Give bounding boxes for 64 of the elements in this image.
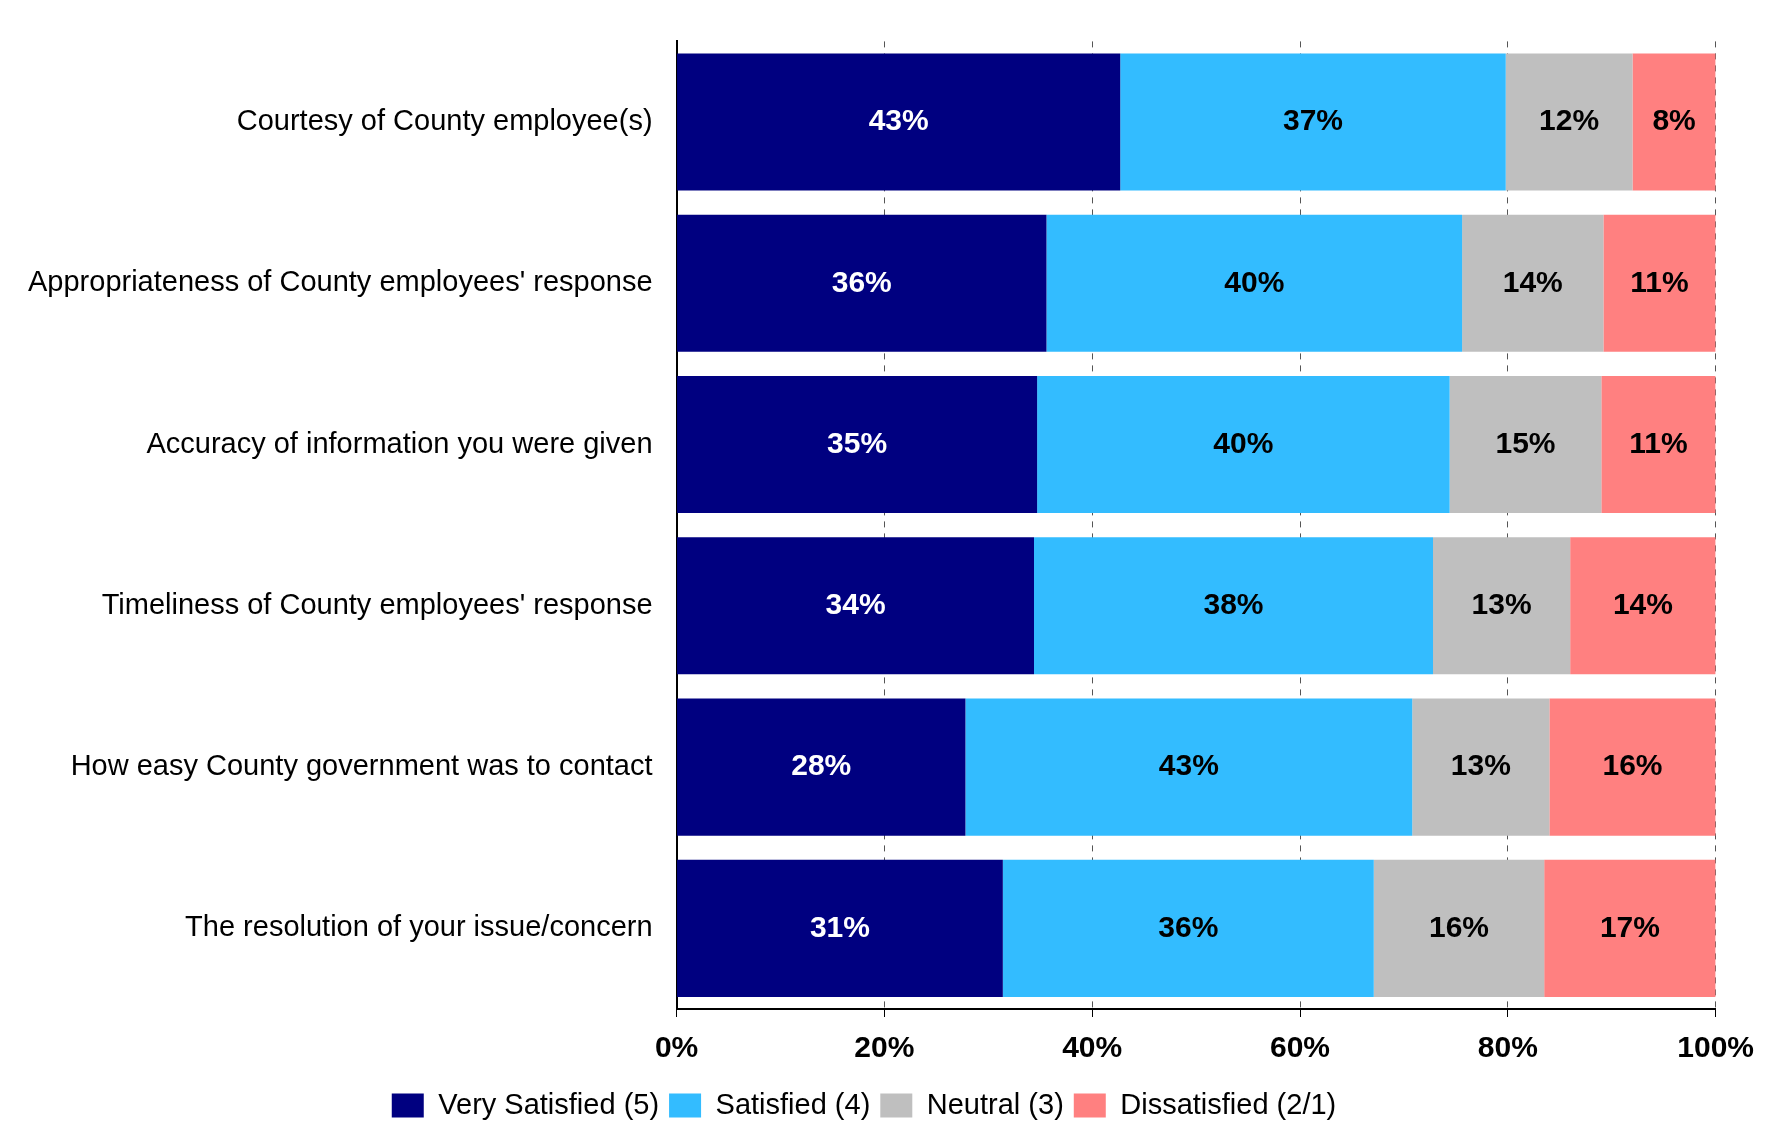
data-label: 16% [1428, 909, 1490, 943]
bar [1037, 376, 1450, 514]
data-label: 43% [868, 103, 929, 137]
data-label: 36% [1158, 909, 1219, 943]
data-label: 11% [1630, 264, 1689, 298]
bar [677, 698, 966, 836]
data-label: 43% [1158, 748, 1219, 782]
y-tick-label: Appropriateness of County employees' response [28, 265, 653, 298]
bar [1046, 214, 1463, 352]
x-tick-label: 20% [854, 1030, 915, 1064]
data-label: 28% [791, 748, 852, 782]
x-tick-label: 40% [1062, 1030, 1123, 1064]
x-tick-label: 60% [1269, 1030, 1331, 1064]
bar [1570, 537, 1716, 675]
x-tick-label: 100% [1677, 1030, 1754, 1064]
data-label: 34% [825, 587, 886, 621]
bar [1603, 214, 1716, 352]
bar [1373, 859, 1545, 997]
data-label: 14% [1612, 587, 1673, 621]
y-tick-label: Courtesy of County employee(s) [236, 104, 653, 137]
bar [1034, 537, 1434, 675]
y-tick-label: Accuracy of information you were given [146, 426, 653, 459]
bar [1544, 859, 1716, 997]
data-label: 37% [1282, 103, 1344, 137]
bar [677, 53, 1121, 191]
legend-label: Satisfied (4) [715, 1087, 871, 1120]
data-label: 15% [1495, 425, 1556, 459]
bar [1449, 376, 1602, 514]
legend-label: Dissatisfied (2/1) [1120, 1087, 1337, 1120]
bar [1601, 376, 1716, 514]
x-tick-label: 0% [654, 1030, 699, 1064]
data-label: 13% [1471, 587, 1532, 621]
data-label: 40% [1213, 425, 1274, 459]
data-label: 16% [1602, 748, 1663, 782]
data-label: 12% [1539, 103, 1600, 137]
data-label: 17% [1599, 909, 1660, 943]
data-label: 35% [827, 425, 888, 459]
bar [1462, 214, 1604, 352]
bar [1505, 53, 1633, 191]
legend-label: Neutral (3) [926, 1087, 1064, 1120]
bar [677, 537, 1034, 675]
bar [1632, 53, 1716, 191]
bar [1549, 698, 1716, 836]
data-label: 11% [1629, 425, 1688, 459]
data-label: 40% [1224, 264, 1285, 298]
bar [677, 214, 1047, 352]
legend-label: Very Satisfied (5) [438, 1087, 660, 1120]
bar [677, 859, 1003, 997]
y-tick-label: How easy County government was to contact [70, 749, 653, 782]
bar [1433, 537, 1571, 675]
data-label: 38% [1203, 587, 1264, 621]
y-tick-label: Timeliness of County employees' response [101, 587, 653, 620]
data-label: 13% [1450, 748, 1511, 782]
y-tick-label: The resolution of your issue/concern [185, 910, 653, 943]
data-label: 31% [809, 909, 870, 943]
bar [1412, 698, 1550, 836]
data-label: 8% [1652, 103, 1696, 137]
data-label: 14% [1502, 264, 1563, 298]
bar [1002, 859, 1374, 997]
bar [677, 376, 1038, 514]
data-label: 36% [831, 264, 892, 298]
x-tick-label: 80% [1477, 1030, 1538, 1064]
bar [1120, 53, 1506, 191]
bar [965, 698, 1413, 836]
